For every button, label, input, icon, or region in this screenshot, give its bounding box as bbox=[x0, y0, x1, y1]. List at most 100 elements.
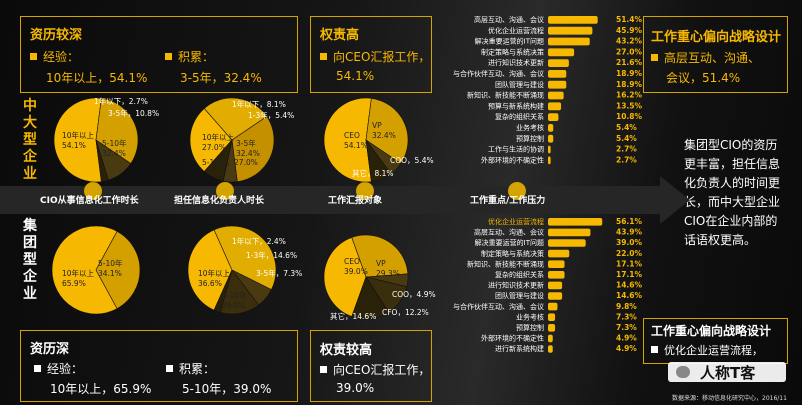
bar-value-label: 18.9% bbox=[616, 80, 643, 89]
bullet-icon bbox=[34, 365, 41, 372]
top-mid-panel bbox=[310, 16, 432, 93]
bar bbox=[548, 218, 603, 226]
arrow-label-1: CIO从事信息化工作时长 bbox=[40, 196, 139, 206]
pie-label: CFO，12.2% bbox=[382, 308, 429, 317]
watermark-badge bbox=[668, 362, 786, 382]
bar-value-label: 17.1% bbox=[616, 259, 643, 268]
bar-value-label: 10.8% bbox=[616, 112, 643, 121]
bar bbox=[548, 91, 564, 100]
pie-label: 3-5年 bbox=[236, 138, 256, 148]
bottom-left-panel bbox=[20, 330, 298, 402]
top-left-title: 资历较深 bbox=[30, 28, 83, 43]
bar bbox=[548, 271, 565, 279]
bottom-mid-title: 权责较高 bbox=[320, 343, 373, 358]
pie-label: 65.9% bbox=[62, 279, 86, 288]
pie-slice bbox=[95, 230, 141, 310]
bar-value-label: 4.9% bbox=[616, 334, 637, 343]
arrow-label-3: 工作汇报对象 bbox=[328, 196, 383, 206]
wechat-icon bbox=[676, 366, 690, 378]
top-right-panel bbox=[643, 16, 788, 93]
pie-label: 1-3年，5.4% bbox=[248, 110, 294, 120]
pie-label: 5-10年 bbox=[102, 138, 127, 148]
bar bbox=[548, 80, 567, 89]
bar-value-label: 2.7% bbox=[616, 145, 637, 154]
bar-category-label: 制定策略与系统决策 bbox=[481, 249, 544, 258]
bar bbox=[548, 59, 569, 67]
timeline-arrow-head bbox=[660, 176, 690, 224]
bar-category-label: 业务考核 bbox=[516, 123, 544, 132]
pie-slice bbox=[323, 97, 372, 183]
bar bbox=[548, 281, 563, 290]
bar-category-label: 进行新系统构建 bbox=[495, 344, 544, 353]
bar bbox=[548, 302, 558, 311]
bottom-left-item2-label: 积累： bbox=[166, 360, 215, 377]
top-right-line1: 高层互动、沟通、 bbox=[651, 49, 760, 66]
bullet-icon bbox=[651, 346, 658, 353]
pie-label: VP bbox=[372, 121, 382, 130]
bottom-mid-line1: 向CEO汇报工作， bbox=[320, 361, 430, 378]
pie-label: CEO bbox=[344, 131, 360, 140]
bottom-mid-line2: 39.0% bbox=[336, 381, 375, 395]
pie-label: 其它，8.1% bbox=[352, 168, 394, 178]
bullet-icon bbox=[165, 53, 172, 60]
bar-value-label: 2.7% bbox=[616, 155, 637, 164]
bar bbox=[548, 48, 575, 57]
pie-slice bbox=[365, 138, 392, 182]
bar bbox=[548, 239, 586, 247]
pie-label: 36.6% bbox=[198, 279, 222, 288]
bar-value-label: 5.4% bbox=[616, 134, 637, 143]
arrow-label-4: 工作重点/工作压力 bbox=[470, 196, 546, 206]
bar bbox=[548, 292, 563, 300]
pie-slice bbox=[213, 225, 277, 291]
bar-value-label: 43.2% bbox=[616, 37, 643, 46]
bar bbox=[548, 124, 554, 132]
summary-text: 集团型CIO的资历更丰富，担任信息化负责人的时间更长，而中大型企业CIO在企业内… bbox=[684, 138, 781, 247]
pie-label: 34.1% bbox=[98, 269, 122, 278]
bar-category-label: 预算与新系统构建 bbox=[488, 101, 544, 110]
bar bbox=[548, 228, 591, 237]
bar-category-label: 外部环境的不确定性 bbox=[481, 334, 544, 343]
pie-slice bbox=[95, 98, 139, 164]
bottom-right-line1: 优化企业运营流程， bbox=[651, 342, 763, 358]
pie-label: 27.0% bbox=[202, 143, 226, 152]
pie-slice bbox=[213, 269, 233, 313]
bar-value-label: 56.1% bbox=[616, 217, 643, 226]
bar bbox=[548, 113, 559, 121]
bar-value-label: 16.2% bbox=[616, 91, 643, 100]
pie-slice bbox=[203, 97, 268, 141]
arrow-dot bbox=[216, 182, 234, 200]
pie-slice bbox=[53, 97, 102, 183]
pie-slice bbox=[51, 225, 118, 315]
pie-label: 10年以上 bbox=[198, 268, 231, 278]
bar-category-label: 业务考核 bbox=[516, 312, 544, 321]
side-label-bottom: 集团型企业 bbox=[23, 218, 37, 302]
bar-value-label: 9.8% bbox=[616, 302, 637, 311]
bar-category-label: 与合作伙伴互动、沟通、会议 bbox=[453, 302, 544, 311]
bar bbox=[548, 345, 553, 353]
watermark-text: 人称T客 bbox=[700, 364, 756, 382]
bar-category-label: 与合作伙伴互动、沟通、会议 bbox=[453, 69, 544, 78]
pie-label: 1年以下，2.7% bbox=[94, 96, 148, 106]
bottom-right-title: 工作重心偏向战略设计 bbox=[651, 324, 772, 338]
bar-value-label: 4.9% bbox=[616, 344, 637, 353]
pie-slice bbox=[95, 139, 109, 182]
pie-label: 3-5年，10.8% bbox=[108, 108, 159, 118]
bullet-icon bbox=[166, 365, 173, 372]
bar-value-label: 39.0% bbox=[616, 238, 643, 247]
arrow-dot bbox=[84, 182, 102, 200]
bar bbox=[548, 324, 556, 332]
bar-value-label: 7.3% bbox=[616, 323, 637, 332]
bar-category-label: 外部环境的不确定性 bbox=[481, 155, 544, 164]
pie-label: 5-10年，27.0% bbox=[202, 157, 258, 167]
pie-label: COO，5.4% bbox=[390, 156, 434, 165]
bar-category-label: 解决重要运营的IT问题 bbox=[475, 238, 544, 247]
pie-label: CEO bbox=[344, 257, 360, 266]
bar-value-label: 7.3% bbox=[616, 312, 637, 321]
bar-value-label: 45.9% bbox=[616, 26, 643, 35]
bar bbox=[548, 134, 554, 143]
arrow-label-2: 担任信息化负责人时长 bbox=[174, 196, 265, 206]
pie-slice bbox=[351, 276, 390, 320]
bar-category-label: 高层互动、沟通、会议 bbox=[474, 15, 544, 24]
bar-category-label: 高层互动、沟通、会议 bbox=[474, 228, 544, 237]
